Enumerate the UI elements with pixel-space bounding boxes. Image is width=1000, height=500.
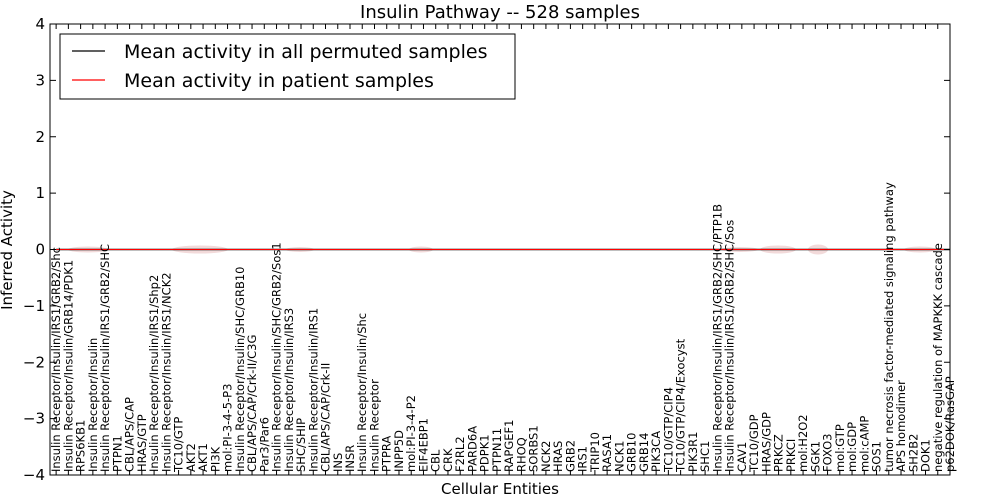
x-tick-label: GRB2 [563,440,577,472]
x-tick-label: Insulin Receptor [367,379,381,472]
x-tick-label: Insulin Receptor/Insulin/IRS1/GRB2/Shc [49,247,63,472]
x-tick-label: Insulin Receptor/Insulin/IRS1/GRB2/SHC [98,244,112,472]
x-tick-label: mol:PI-3-4-P2 [404,395,418,472]
x-tick-label: Insulin Receptor/Insulin/GRB14/PDK1 [61,260,75,472]
x-tick-label: TC10/GDP [747,414,761,473]
x-tick-label: TC10/GTP/CIP4 [661,387,675,473]
x-tick-label: INPP5D [392,430,406,472]
legend: Mean activity in all permuted samples Me… [59,33,516,100]
plot-area-frame [49,23,951,476]
x-tick-label: PTPN1 [110,435,124,472]
x-tick-label: PTPRA [380,436,394,472]
x-tick-label: RASA1 [600,434,614,472]
y-tick-label: −1 [23,297,45,315]
x-tick-label: CBL/APS/CAP/Crk-II [319,363,333,472]
y-axis-label: Inferred Activity [0,190,16,310]
x-tick-label: AKT2 [184,443,198,472]
x-tick-label: RAPGEF1 [502,420,516,472]
x-tick-label: RPS6KB1 [74,420,88,472]
x-tick-label: HRAS/GTP [135,414,149,472]
x-tick-label: SORBS1 [527,425,541,472]
x-tick-label: PIK3R1 [686,432,700,473]
x-tick-label: CBL [429,449,443,472]
x-tick-label: PARD6A [465,426,479,472]
y-tick-label: −2 [23,353,45,371]
legend-label-patient: Mean activity in patient samples [124,70,434,92]
x-tick-label: GRB14 [637,433,651,472]
x-tick-label: NCK1 [612,441,626,473]
x-tick-label: PTPN11 [490,428,504,472]
x-tick-label: EIF4EBP1 [416,418,430,472]
x-tick-label: FOXO3 [821,434,835,472]
x-tick-label: F2RL2 [453,436,467,472]
x-tick-label: APS homodimer [894,380,908,472]
x-tick-label: HRAS/GDP [759,412,773,472]
x-tick-label: Insulin Receptor/Insulin/IRS1/NCK2 [159,272,173,472]
x-tick-label: SHC1 [698,441,712,472]
x-tick-label: CBL/APS/CAP/Crk-II/C3G [245,335,259,472]
x-tick-label: IRS1 [576,446,590,472]
x-tick-label: PDPK1 [478,434,492,472]
y-tick-label: 2 [35,128,45,146]
x-tick-label: Insulin Receptor/Insulin/IRS1 [306,308,320,472]
x-tick-label: CBL/APS/CAP [123,397,137,472]
x-tick-label: PI3K [208,446,222,472]
x-tick-label: Insulin Receptor/Insulin [86,338,100,472]
x-tick-label: SOS1 [870,441,884,472]
x-tick-label: mol:H2O2 [796,414,810,472]
x-tick-label: TRIP10 [588,432,602,473]
x-tick-label: Insulin Receptor/Insulin/Shc [355,313,369,472]
x-tick-label: SHC/SHIP [294,418,308,472]
x-tick-label: CAV1 [735,442,749,472]
x-axis-label: Cellular Entities [441,480,559,498]
x-tick-label: Insulin Receptor/Insulin/SHC/GRB2/Sos1 [270,242,284,472]
x-tick-label: HRAS [551,441,565,472]
x-tick-label: RHOQ [514,437,528,472]
x-tick-label: PIK3CA [649,431,663,472]
x-tick-label: GRB10 [625,433,639,472]
x-tick-label: Par3/Par6 [257,417,271,472]
x-tick-label: PRKCI [784,439,798,472]
x-tick-label: Insulin Receptor/Insulin/IRS1/GRB2/SHC/P… [710,204,724,472]
x-tick-label: Insulin Receptor/Insulin/IRS3 [282,308,296,472]
x-tick-label: NCK2 [539,441,553,473]
x-tick-label: DOK1 [919,439,933,472]
x-tick-label: CRK [441,448,455,472]
x-tick-label: PRKCZ [772,434,786,472]
x-tick-label: INS [331,453,345,472]
y-tick-label: −4 [23,466,45,484]
x-tick-label: SGK1 [808,441,822,472]
x-tick-label: Insulin Receptor/Insulin/IRS1/GRB2/SHC/S… [723,220,737,472]
y-axis-ticks: 4 3 2 1 0 −1 −2 −3 −4 [23,15,950,484]
x-tick-label: SH2B2 [906,434,920,472]
y-tick-label: 1 [35,184,45,202]
x-tick-label: mol:cAMP [857,416,871,472]
y-tick-label: −3 [23,410,45,428]
x-tick-label: TC10/GTP [172,417,186,473]
x-tick-label: Insulin Receptor/Insulin/SHC/GRB10 [233,267,247,472]
x-tick-label: negative regulation of MAPKKK cascade [931,243,945,472]
legend-box [59,33,516,100]
x-tick-label: tumor necrosis factor-mediated signaling… [882,182,896,472]
x-tick-label: mol:GTP [833,424,847,472]
x-tick-label: mol:PI-3-4-5-P3 [221,384,235,472]
y-tick-label: 3 [35,71,45,89]
x-tick-label: mol:GDP [845,422,859,472]
x-tick-label: INSR [343,445,357,472]
x-tick-label: AKT1 [196,443,210,472]
x-tick-label: TC10/GTP/CIP4/Exocyst [674,338,688,473]
legend-label-permuted: Mean activity in all permuted samples [124,41,487,63]
x-axis-tick-labels: Insulin Receptor/Insulin/IRS1/GRB2/ShcIn… [49,24,957,475]
chart-title: Insulin Pathway -- 528 samples [360,2,640,23]
spread-layer [68,244,936,255]
y-tick-label: 0 [35,241,45,259]
y-tick-label: 4 [35,15,45,33]
x-tick-label: Insulin Receptor/Insulin/IRS1/Shp2 [147,275,161,472]
